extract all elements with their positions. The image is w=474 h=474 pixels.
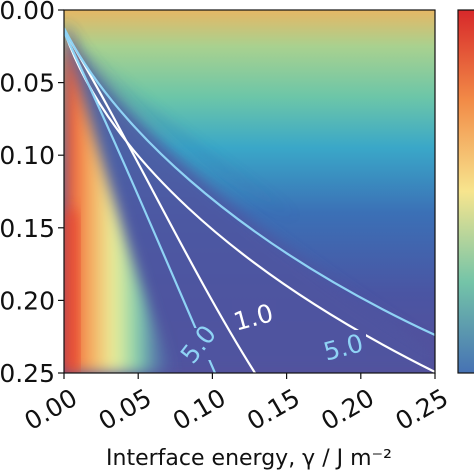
contour-line-5-0-upper <box>64 27 435 336</box>
y-tick-label: 0.00 <box>0 0 55 25</box>
plot-frame <box>63 9 436 374</box>
x-axis: 0.00 0.05 0.10 0.15 0.20 0.25 <box>19 373 453 436</box>
x-tick-label: 0.10 <box>168 383 231 436</box>
y-tick-label: 0.05 <box>0 69 55 98</box>
x-tick-label: 0.25 <box>390 383 453 436</box>
contour-label-5-0-left-gap <box>178 328 220 360</box>
red-edge-strip <box>64 210 78 373</box>
contour-line-1-0-lower <box>64 29 256 373</box>
x-tick-label: 0.15 <box>242 383 305 436</box>
heatmap-plot-area: 1.0 5.0 5.0 <box>64 10 435 373</box>
colorbar-frame <box>457 9 474 374</box>
colorbar-gradient <box>458 10 474 373</box>
x-tick-label: 0.00 <box>19 383 82 436</box>
y-tick-label: 0.20 <box>0 286 55 315</box>
left-rainbow-wedge <box>64 35 175 373</box>
colorbar <box>457 9 474 374</box>
contour-label-5-0-right-gap <box>320 330 366 360</box>
y-axis: 0.00 0.05 0.10 0.15 0.20 0.25 <box>0 0 64 388</box>
y-tick-label: 0.15 <box>0 214 55 243</box>
x-axis-label: Interface energy, γ / J m⁻² <box>106 446 392 471</box>
low-value-band <box>64 25 435 373</box>
y-tick-label: 0.10 <box>0 141 55 170</box>
contour-label-1-0-gap <box>232 300 276 330</box>
y-tick-label: 0.25 <box>0 359 55 388</box>
x-tick-label: 0.05 <box>94 383 157 436</box>
x-tick-label: 0.20 <box>316 383 379 436</box>
